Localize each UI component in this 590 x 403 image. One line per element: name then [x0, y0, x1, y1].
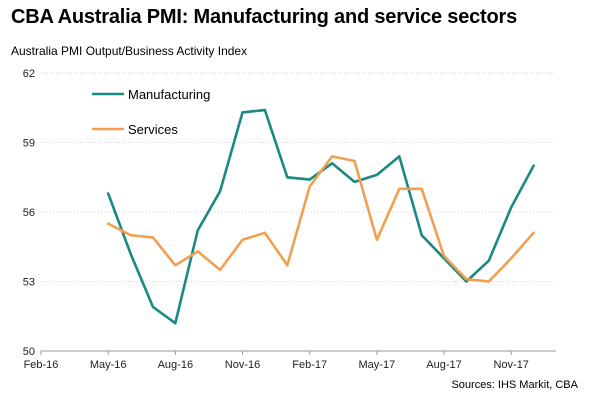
- x-tick-label: May-17: [359, 359, 396, 371]
- x-tick-label: Feb-16: [24, 359, 59, 371]
- x-tick-label: Aug-17: [426, 359, 461, 371]
- x-tick-label: May-16: [90, 359, 127, 371]
- x-tick-label: Nov-16: [225, 359, 260, 371]
- axes: [40, 350, 556, 355]
- x-tick-label: Feb-17: [292, 359, 327, 371]
- y-tick-label: 53: [23, 277, 35, 289]
- gridlines: [41, 72, 556, 282]
- x-tick-label: Aug-16: [158, 359, 193, 371]
- legend-label-services: Services: [128, 122, 178, 137]
- y-tick-label: 50: [23, 346, 35, 358]
- y-axis-title: Australia PMI Output/Business Activity I…: [11, 44, 248, 58]
- y-tick-label: 59: [23, 138, 35, 150]
- x-tick-label: Nov-17: [493, 359, 528, 371]
- legend: Manufacturing Services: [92, 87, 210, 137]
- tick-labels: 50 53 56 59 62 Feb-16 May-16 Aug-16 Nov-16 Feb-17…: [23, 68, 529, 371]
- y-tick-label: 56: [23, 207, 35, 219]
- legend-label-manufacturing: Manufacturing: [128, 87, 210, 102]
- series-line-services: [106, 155, 535, 283]
- y-tick-label: 62: [23, 68, 35, 80]
- data-series: [106, 108, 535, 325]
- chart-title: CBA Australia PMI: Manufacturing and ser…: [11, 6, 518, 28]
- source-note: Sources: IHS Markit, CBA: [451, 379, 578, 391]
